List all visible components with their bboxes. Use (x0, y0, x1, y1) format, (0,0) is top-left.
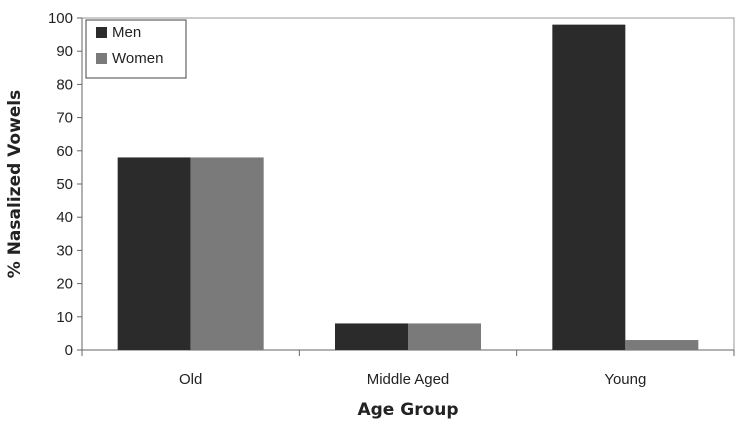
legend-swatch-women (96, 53, 107, 64)
y-axis-title: % Nasalized Vowels (5, 90, 25, 279)
bar-men-young (552, 24, 626, 350)
bar-men-old (117, 157, 191, 350)
legend-swatch-men (96, 27, 107, 38)
y-tick-label: 100 (48, 10, 73, 27)
legend: Men Women (85, 19, 187, 79)
y-tick-label: 30 (56, 242, 73, 259)
x-axis: Old Middle Aged Young (81, 349, 735, 388)
x-tick-label: Old (179, 371, 202, 388)
y-tick-label: 40 (56, 209, 73, 226)
y-axis: 0 10 20 30 40 50 60 70 80 90 100 (48, 10, 83, 359)
bar-women-old (190, 157, 264, 350)
bar-men-middle-aged (335, 323, 408, 350)
y-tick-label: 90 (56, 43, 73, 60)
y-tick-label: 50 (56, 176, 73, 193)
bars (117, 24, 699, 350)
y-tick-label: 80 (56, 76, 73, 93)
y-tick-label: 10 (56, 309, 73, 326)
y-tick-label: 0 (65, 342, 73, 359)
bar-women-young (625, 340, 699, 350)
legend-label-men: Men (112, 24, 141, 41)
x-axis-title: Age Group (357, 400, 458, 420)
x-tick-label: Young (604, 371, 646, 388)
bar-women-middle-aged (408, 323, 481, 350)
y-tick-label: 20 (56, 276, 73, 293)
legend-label-women: Women (112, 50, 163, 67)
x-tick-label: Middle Aged (367, 371, 450, 388)
legend-box (85, 19, 187, 79)
y-tick-label: 70 (56, 110, 73, 127)
y-tick-label: 60 (56, 143, 73, 160)
